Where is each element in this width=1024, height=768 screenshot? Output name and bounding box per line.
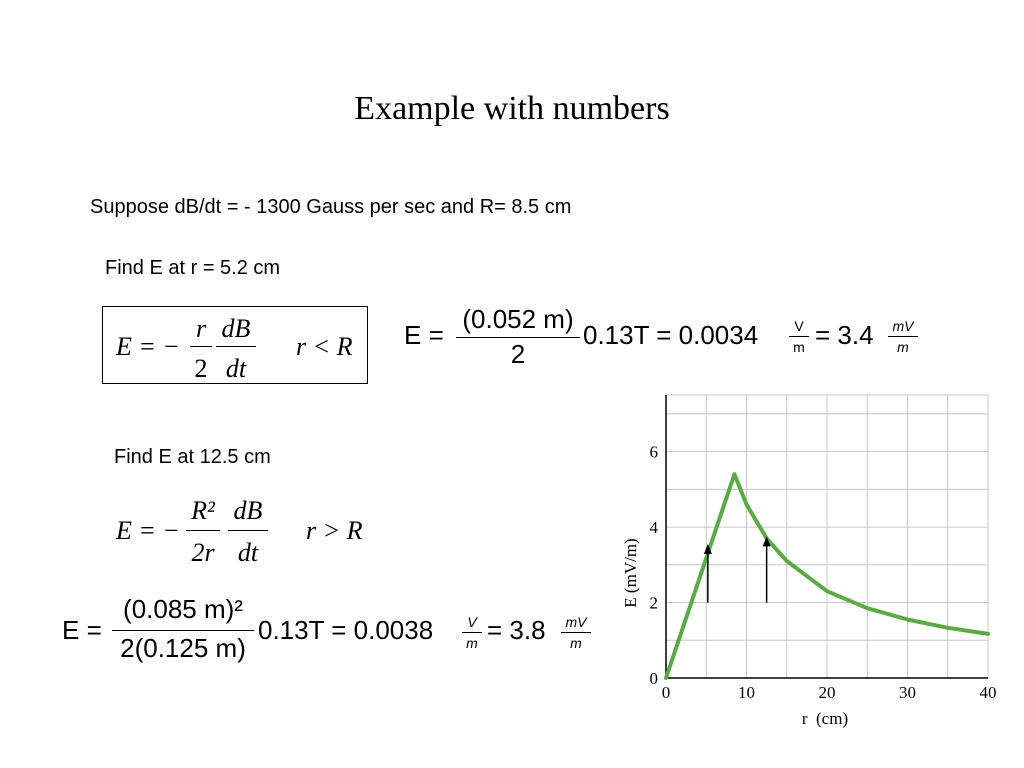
res1-rest: 0.13T = 0.0034 <box>583 320 759 350</box>
y-axis-label: E (mV/m) <box>621 538 640 607</box>
eq2-fraction-bar-b <box>228 530 268 531</box>
inside-formula-box <box>102 306 368 384</box>
x-tick-label: 30 <box>899 683 916 702</box>
res2-unit2-den: m <box>570 635 582 651</box>
chart-series <box>664 472 990 680</box>
y-tick-label: 0 <box>650 669 659 688</box>
res2-fraction-bar <box>112 630 254 631</box>
res2-num: (0.085 m)² <box>123 594 243 624</box>
e-vs-r-chart: 0 10 20 30 40 0 2 4 6 r (cm) E (mV/m) <box>621 394 997 728</box>
find-e-inside-text: Find E at r = 5.2 cm <box>105 257 281 279</box>
x-tick-label: 40 <box>980 683 997 702</box>
eq1-num-b: dB <box>221 314 251 343</box>
given-values-text: Suppose dB/dt = - 1300 Gauss per sec and… <box>90 196 572 218</box>
eq2-lhs: E = − <box>116 516 180 545</box>
eq1-fraction-bar-b <box>216 346 256 347</box>
eq2-den-a: 2r <box>191 538 215 567</box>
eq2-num-a: R² <box>191 496 215 525</box>
eq2-fraction-bar-a <box>186 530 220 531</box>
arrow-head <box>703 543 712 554</box>
x-tick-label: 0 <box>662 683 671 702</box>
eq1-den-b: dt <box>225 354 247 383</box>
res1-fraction-bar <box>456 337 580 338</box>
res2-unit1-bar <box>462 632 482 633</box>
res1-den: 2 <box>510 339 526 369</box>
chart-ticks: 0 10 20 30 40 0 2 4 6 <box>650 443 997 702</box>
x-axis-label: r (cm) <box>802 709 848 728</box>
eq2-den-b: dt <box>237 538 259 567</box>
eq2-num-b: dB <box>233 496 263 525</box>
res1-unit2-num: mV <box>892 318 914 334</box>
eq1-num-a: r <box>195 314 207 343</box>
eq2-condition: r > R <box>306 516 363 545</box>
res2-den: 2(0.125 m) <box>120 633 246 663</box>
res1-lhs: E = <box>404 320 444 350</box>
res2-eq2: = 3.8 <box>487 615 546 645</box>
res1-num: (0.052 m) <box>462 304 574 334</box>
res1-eq2: = 3.4 <box>815 320 874 350</box>
eq1-lhs: E = − <box>116 332 180 361</box>
res1-unit1-bar <box>789 336 809 337</box>
y-tick-label: 2 <box>650 594 659 613</box>
res2-lhs: E = <box>62 615 102 645</box>
e-field-curve <box>664 472 990 680</box>
res1-unit2-den: m <box>897 339 909 355</box>
x-tick-label: 10 <box>738 683 755 702</box>
res2-unit1-den: m <box>466 635 478 651</box>
eq1-fraction-bar-a <box>190 346 212 347</box>
chart-arrows <box>703 536 771 603</box>
eq1-den-a: 2 <box>194 354 208 383</box>
res2-unit2-bar <box>561 632 591 633</box>
res2-unit2-num: mV <box>565 614 587 630</box>
chart-axes <box>665 395 988 679</box>
eq1-condition: r < R <box>296 332 353 361</box>
res2-rest: 0.13T = 0.0038 <box>258 615 434 645</box>
res2-unit1-num: V <box>467 614 477 630</box>
y-tick-label: 4 <box>650 518 659 537</box>
res1-unit1-den: m <box>793 339 805 355</box>
arrow-head <box>762 536 771 547</box>
slide-title: Example with numbers <box>354 90 670 127</box>
res1-unit2-bar <box>888 336 918 337</box>
y-tick-label: 6 <box>650 443 659 462</box>
find-e-outside-text: Find E at 12.5 cm <box>114 446 271 468</box>
x-tick-label: 20 <box>819 683 836 702</box>
res1-unit1-num: V <box>794 318 804 334</box>
chart-grid <box>666 394 989 678</box>
